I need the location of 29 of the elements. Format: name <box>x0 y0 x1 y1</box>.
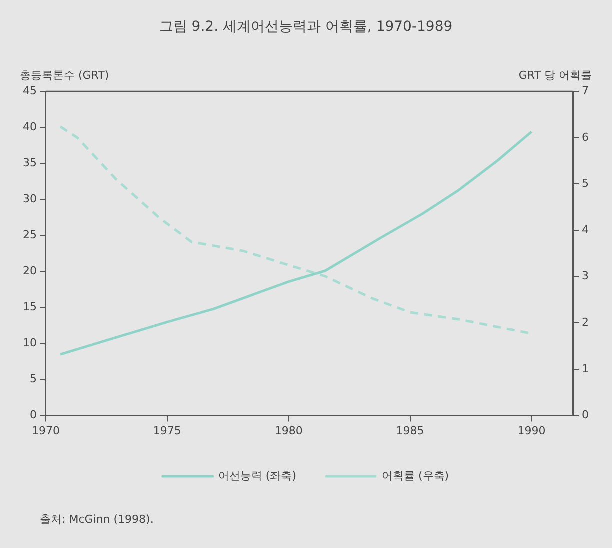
x-tick-label: 1975 <box>153 424 182 438</box>
y2-axis-title: GRT 당 어획률 <box>518 68 592 83</box>
y-tick-label: 15 <box>22 300 37 314</box>
y2-tick-label: 3 <box>582 270 589 283</box>
y2-tick-label: 2 <box>582 316 589 330</box>
y-tick-label: 45 <box>22 84 37 98</box>
y2-tick-label: 0 <box>582 408 589 422</box>
y-tick-label: 35 <box>22 156 37 170</box>
legend-label: 어선능력 (좌축) <box>218 469 297 482</box>
x-tick-label: 1970 <box>32 424 60 438</box>
y-axis-title: 총등록톤수 (GRT) <box>20 68 110 83</box>
y-tick-label: 5 <box>30 372 37 386</box>
legend-label: 어획률 (우축) <box>382 469 450 482</box>
y2-tick-label: 1 <box>582 362 589 376</box>
x-tick-label: 1985 <box>396 424 424 438</box>
chart-title: 그림 9.2. 세계어선능력과 어획률, 1970-1989 <box>158 18 454 36</box>
y2-tick-label: 5 <box>582 177 589 190</box>
y2-tick-label: 7 <box>582 84 589 98</box>
y-tick-label: 25 <box>22 228 37 242</box>
y-tick-label: 40 <box>22 120 37 134</box>
y-tick-label: 30 <box>22 192 37 206</box>
y-tick-label: 20 <box>22 264 37 278</box>
x-tick-label: 1980 <box>274 424 303 438</box>
y-tick-label: 10 <box>22 336 37 350</box>
x-tick-label: 1990 <box>518 424 546 438</box>
source-note: 출처: McGinn (1998). <box>40 512 154 527</box>
y2-tick-label: 6 <box>582 130 589 144</box>
y2-tick-label: 4 <box>582 223 589 236</box>
y-tick-label: 0 <box>30 408 37 422</box>
